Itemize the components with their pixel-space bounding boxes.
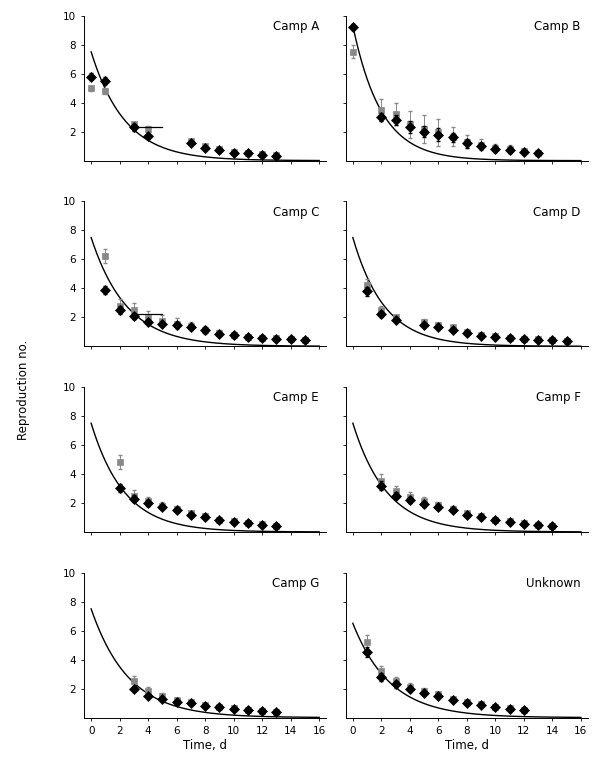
Text: Unknown: Unknown <box>526 577 581 590</box>
Text: Camp C: Camp C <box>272 206 319 218</box>
Text: Camp D: Camp D <box>533 206 581 218</box>
X-axis label: Time, d: Time, d <box>445 739 489 752</box>
Text: Camp F: Camp F <box>536 392 581 404</box>
Text: Camp G: Camp G <box>272 577 319 590</box>
X-axis label: Time, d: Time, d <box>183 739 227 752</box>
Text: Reproduction no.: Reproduction no. <box>17 340 31 440</box>
Text: Camp A: Camp A <box>273 20 319 33</box>
Text: Camp B: Camp B <box>535 20 581 33</box>
Text: Camp E: Camp E <box>274 392 319 404</box>
